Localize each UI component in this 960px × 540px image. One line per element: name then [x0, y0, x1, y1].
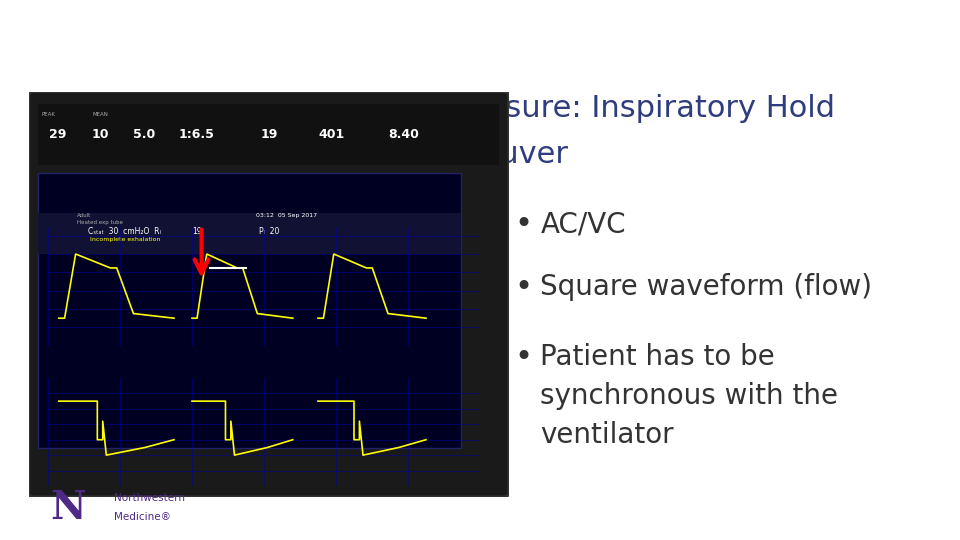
Text: 19: 19 — [260, 128, 277, 141]
Text: Medicine®: Medicine® — [114, 512, 171, 522]
FancyBboxPatch shape — [38, 173, 461, 448]
Text: PEAK: PEAK — [41, 112, 55, 117]
Text: N: N — [50, 489, 85, 526]
Text: 10: 10 — [92, 128, 109, 141]
Text: Northwestern: Northwestern — [114, 493, 185, 503]
Text: 1:6.5: 1:6.5 — [179, 128, 215, 141]
Text: MEAN: MEAN — [93, 112, 108, 117]
Text: Patient has to be
synchronous with the
ventilator: Patient has to be synchronous with the v… — [540, 343, 838, 449]
Text: Adult: Adult — [77, 213, 91, 218]
Text: Heated exp tube: Heated exp tube — [77, 220, 123, 225]
Text: Pₗ  20: Pₗ 20 — [258, 227, 279, 236]
Text: Incomplete exhalation: Incomplete exhalation — [89, 237, 160, 242]
FancyBboxPatch shape — [38, 104, 499, 165]
FancyBboxPatch shape — [38, 213, 461, 254]
Text: 03:12  05 Sep 2017: 03:12 05 Sep 2017 — [255, 213, 317, 218]
Text: AC/VC: AC/VC — [540, 210, 626, 238]
Text: 8.40: 8.40 — [388, 128, 419, 141]
Text: 19: 19 — [192, 227, 202, 236]
Text: Square waveform (flow): Square waveform (flow) — [540, 273, 873, 301]
Text: 29: 29 — [49, 128, 66, 141]
Text: 5.0: 5.0 — [132, 128, 156, 141]
Text: 401: 401 — [318, 128, 345, 141]
FancyBboxPatch shape — [29, 92, 509, 497]
Text: •: • — [515, 210, 533, 239]
Text: Maneuver: Maneuver — [416, 140, 568, 168]
Text: Measuring Plateau Pressure: Inspiratory Hold: Measuring Plateau Pressure: Inspiratory … — [149, 94, 835, 123]
Text: •: • — [515, 273, 533, 302]
Text: Cₛₜₐₜ  30  cmH₂O  Rₗ: Cₛₜₐₜ 30 cmH₂O Rₗ — [88, 227, 161, 236]
Text: •: • — [515, 343, 533, 373]
